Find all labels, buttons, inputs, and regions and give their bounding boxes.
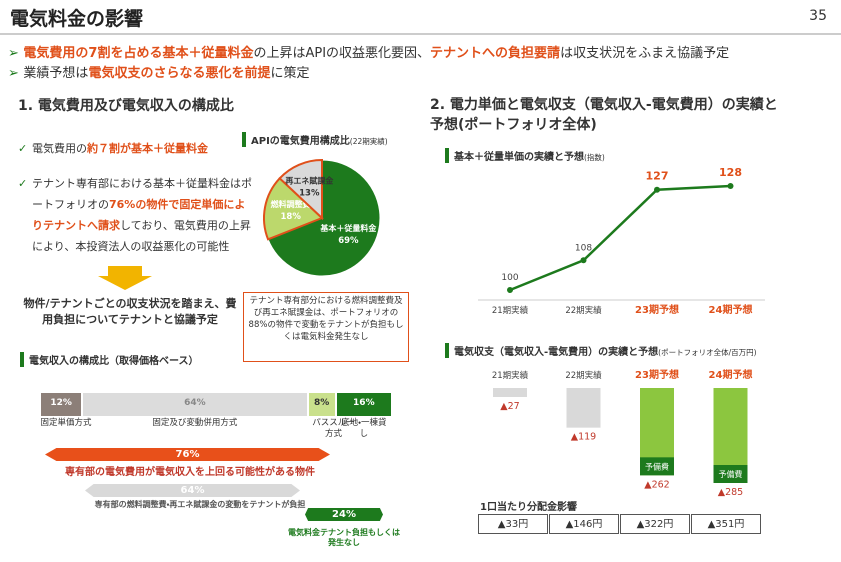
note-text: 電気料金テナント負担もしくは発生なし — [288, 528, 400, 547]
category-label: 24期予想 — [709, 303, 753, 316]
table-cell: ▲33円 — [478, 514, 548, 534]
value-label: ▲262 — [644, 479, 669, 490]
subtitle: (指数) — [584, 153, 605, 162]
marker — [727, 183, 734, 189]
text-run: 電気費用の7割を占める基本＋従量料金 — [23, 46, 254, 61]
category-label: 21期実績 — [492, 305, 529, 316]
bullet-marker: ➢ — [8, 46, 24, 61]
section-heading: 1. 電気費用及び電気収入の構成比 — [18, 98, 234, 114]
pie-slice — [278, 158, 323, 221]
section-title: 電気収支（電気収入-電気費用）の実績と予想(ポートフォリオ全体/百万円) — [445, 343, 757, 358]
bar-segment — [335, 392, 392, 417]
bar-segment — [82, 392, 308, 417]
legend-entry: 底地・一棟貸し — [341, 418, 387, 439]
table-cell: ▲322円 — [620, 514, 690, 534]
check-mark: ✓ — [18, 142, 28, 155]
reserve-label: 予備費 — [719, 469, 743, 479]
value-label: ▲119 — [571, 432, 596, 443]
callout: テナント専有部分における燃料調整費及び再エネ賦課金は、ポートフォリオの88%の物… — [243, 292, 409, 362]
text-run: 約７割が基本＋従量料金 — [87, 142, 208, 155]
slice-value: 69% — [338, 236, 359, 246]
note-bar: 76% — [45, 448, 330, 461]
reserve-label: 予備費 — [645, 461, 669, 471]
bullet: ➢ 業績予想は電気収支のさらなる悪化を前提に策定 — [8, 62, 309, 81]
value-label: 127 — [646, 170, 669, 183]
value-label: 100 — [501, 273, 518, 283]
check-mark: ✓ — [18, 177, 28, 190]
pie-slice — [267, 159, 381, 277]
slice-value: 13% — [299, 189, 320, 199]
page-title: 電気料金の影響 — [10, 8, 144, 30]
legend-entry: 固定単価方式 — [40, 418, 92, 428]
text-run: の上昇はAPIの収益悪化要因、 — [253, 46, 431, 61]
note-bar: 24% — [305, 508, 383, 521]
marker — [580, 257, 587, 264]
segment-label: 12% — [50, 398, 72, 408]
check-item: ✓ テナント専有部における基本＋従量料金はポートフォリオの76%の物件で固定単価に… — [18, 173, 252, 257]
segment-label: 16% — [353, 398, 375, 408]
segment-label: 64% — [184, 398, 206, 408]
text-run: 76%の物件で固定単価によりテナントへ請求 — [32, 198, 246, 232]
section-title: 基本＋従量単価の実績と予想(指数) — [445, 148, 605, 163]
title: APIの電気費用構成比 — [251, 136, 350, 147]
slice-label: 燃料調整費 — [271, 199, 311, 209]
marker — [654, 186, 660, 193]
bar — [493, 388, 527, 397]
note-text: 専有部の燃料調整費・再エネ賦課金の変動をテナントが負担 — [94, 500, 306, 509]
slice-label: 再エネ賦課金 — [285, 176, 334, 186]
category-label: 23期予想 — [635, 303, 679, 316]
slice-value: 18% — [280, 212, 301, 222]
segment-label: 8% — [313, 398, 330, 408]
category-label: 24期予想 — [709, 368, 753, 381]
legend-entry: パススルー方式 — [312, 418, 355, 439]
category-label: 23期予想 — [635, 368, 679, 381]
reserve-box — [713, 465, 748, 483]
table-cell: ▲146円 — [549, 514, 619, 534]
marker — [507, 287, 513, 293]
title: 電気収支（電気収入-電気費用）の実績と予想 — [454, 347, 659, 358]
down-arrow — [98, 266, 152, 290]
value-label: 108 — [575, 243, 592, 253]
text-run: テナントへの負担要請 — [430, 46, 561, 61]
category-label: 22期実績 — [565, 370, 602, 381]
value-label: ▲285 — [718, 487, 743, 498]
pie-slice — [263, 176, 324, 241]
text-run: 業績予想は — [23, 66, 89, 81]
text-run: 電気収支のさらなる悪化を前提 — [88, 66, 271, 81]
bar-segment — [40, 392, 83, 417]
bullet: ➢ 電気費用の7割を占める基本＋従量料金の上昇はAPIの収益悪化要因、テナントへ… — [8, 42, 729, 61]
line — [509, 184, 731, 292]
subtitle: (ポートフォリオ全体/百万円) — [658, 348, 757, 357]
section-title: APIの電気費用構成比(22期実績) — [242, 132, 388, 147]
title: 基本＋従量単価の実績と予想 — [454, 152, 584, 163]
conclusion: 物件/テナントごとの収支状況を踏まえ、費用負担についてテナントと協議予定 — [23, 297, 237, 326]
text-run: しており、電気費用の上昇により、本投資法人の収益悪化の可能性 — [32, 219, 251, 253]
text-run: 電気費用の — [32, 142, 87, 155]
category-label: 21期実績 — [492, 370, 529, 381]
reserve-box — [640, 457, 674, 476]
value-label: ▲27 — [500, 401, 519, 412]
bar — [566, 388, 601, 428]
text-run: に策定 — [270, 66, 310, 81]
check-item: ✓ 電気費用の約７割が基本＋従量料金 — [18, 138, 252, 159]
value-label: 128 — [719, 166, 742, 179]
note-bar: 64% — [85, 484, 300, 497]
text-run: テナント専有部における基本＋従量料金はポートフォリオの — [32, 177, 252, 211]
note-text: 専有部の電気費用が電気収入を上回る可能性がある物件 — [65, 467, 315, 478]
text-run: は収支状況をふまえ協議予定 — [560, 46, 730, 61]
page-number: 35 — [809, 8, 827, 24]
section-heading: 2. 電力単価と電気収支（電気収入-電気費用）の実績と予想(ポートフォリオ全体) — [430, 97, 778, 133]
bar-segment — [307, 392, 336, 417]
subtitle: (22期実績) — [349, 137, 388, 146]
category-label: 22期実績 — [565, 305, 602, 316]
table-cell: ▲351円 — [691, 514, 761, 534]
bullet-marker: ➢ — [8, 66, 24, 81]
table-title: 1口当たり分配金影響 — [480, 502, 577, 513]
legend-entry: 固定及び変動併用方式 — [152, 418, 238, 428]
title: 電気収入の構成比（取得価格ベース） — [29, 356, 199, 367]
section-title: 電気収入の構成比（取得価格ベース） — [20, 352, 199, 367]
slice-label: 基本＋従量料金 — [319, 223, 377, 233]
